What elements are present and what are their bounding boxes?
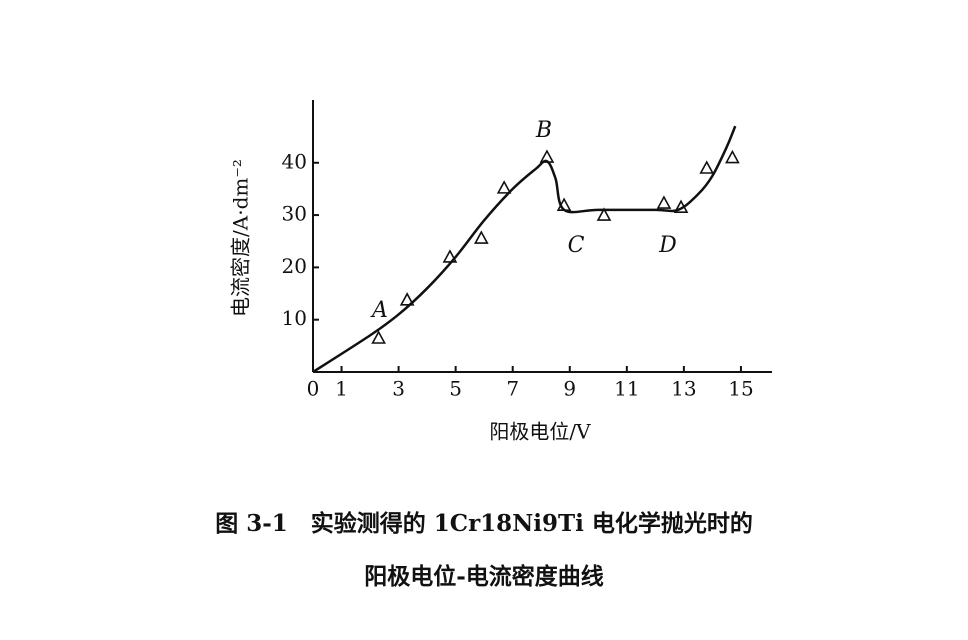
triangle-marker — [556, 197, 572, 211]
triangle-marker — [699, 160, 715, 174]
x-tick-label: 7 — [506, 377, 519, 401]
x-tick-label: 3 — [392, 377, 405, 401]
x-tick-label: 11 — [614, 377, 639, 401]
x-axis-label: 阳极电位/V — [489, 420, 591, 444]
x-tick-label: 5 — [449, 377, 462, 401]
x-tick-label: 1 — [335, 377, 348, 401]
triangle-marker — [399, 292, 415, 306]
annotation: A — [370, 298, 388, 323]
triangle-marker — [596, 207, 612, 221]
triangle-marker — [371, 330, 386, 344]
annotation: B — [535, 118, 552, 143]
triangle-marker — [442, 249, 458, 263]
triangle-marker — [473, 230, 489, 244]
y-tick-label: 10 — [282, 306, 307, 330]
y-axis-label: 电流密度/A·dm⁻² — [229, 159, 253, 317]
x-tick-label: 9 — [563, 377, 576, 401]
annotation: D — [658, 233, 677, 258]
caption-line: 阳极电位-电流密度曲线 — [364, 563, 604, 590]
caption-line: 图 3-1 实验测得的 1Cr18Ni9Ti 电化学抛光时的 — [215, 510, 753, 537]
y-tick-label: 40 — [282, 149, 307, 173]
curve — [312, 125, 737, 374]
y-tick-label: 30 — [282, 202, 307, 226]
annotation: C — [568, 233, 585, 258]
triangle-marker — [673, 199, 689, 214]
triangle-marker — [656, 195, 672, 209]
x-tick-label: 0 — [307, 377, 320, 401]
x-tick-label: 15 — [728, 377, 753, 401]
y-tick-label: 20 — [282, 254, 307, 278]
triangle-marker — [725, 149, 740, 164]
triangle-marker — [539, 149, 555, 163]
triangle-marker — [496, 180, 512, 194]
x-tick-label: 13 — [671, 377, 696, 401]
